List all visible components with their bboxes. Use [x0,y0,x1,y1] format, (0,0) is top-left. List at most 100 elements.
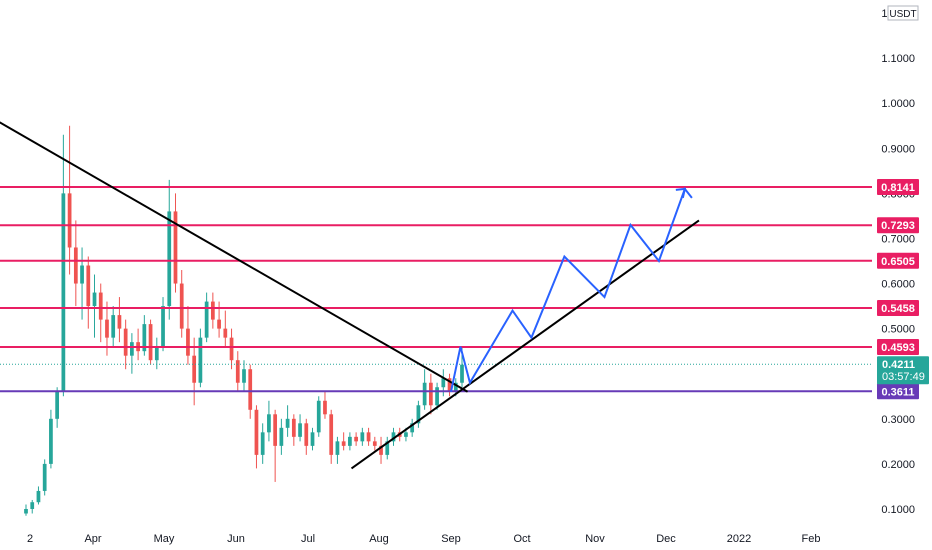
level-badge-label: 0.7293 [881,220,915,232]
candle-body [323,400,327,415]
time-tick-label: Jun [227,533,245,545]
price-tick-label: 0.1000 [881,504,915,516]
candle-body [366,432,371,442]
candle-body [229,337,234,361]
candle-body [298,423,302,437]
candle-body [73,247,78,284]
level-badge-label: 0.6505 [881,256,915,268]
candle-body [428,382,433,406]
price-tick-label: 0.3000 [881,414,915,426]
time-axis[interactable]: 2 Apr May Jun Jul Aug Sep Oct Nov Dec 2022 Feb [27,533,821,545]
candle-body [80,265,84,284]
candle-body [267,414,271,433]
candle-body [55,391,60,419]
candle-body [223,328,228,338]
candle-body [316,400,321,433]
price-badges: 0.8141 0.7293 0.6505 0.5458 0.4593 0.3611 0.42… [877,179,929,400]
unit-box [887,5,919,21]
level-badge [877,383,919,400]
candle-body [130,342,134,356]
candle-body [154,346,159,361]
candle-body [24,508,28,514]
level-badge [877,338,919,355]
candle-body [416,405,421,424]
level-badge [877,252,919,269]
candles-layer [24,125,464,516]
candle-body [335,441,340,455]
candle-body [36,490,41,503]
price-tick-label: 0.6000 [881,279,915,291]
price-axis-background [872,0,932,550]
candle-body [379,445,383,455]
candle-body [192,355,197,383]
candle-body [410,423,415,433]
candle-body [98,292,103,320]
candle-body [254,409,259,455]
price-tick-label: 0.2000 [881,459,915,471]
candle-body [304,423,309,446]
candle-body [435,387,439,406]
candle-body [217,319,221,329]
level-badge [877,217,919,234]
horizontal-levels [0,186,872,393]
candle-body [404,432,408,437]
projection-arrow-head [675,187,687,199]
candle-body [273,414,278,446]
time-tick-label: 2022 [727,533,751,545]
candle-body [360,432,365,442]
drawings-layer [0,121,700,470]
candle-body [161,306,165,347]
candle-body [372,441,377,446]
candle-body [198,337,203,383]
level-badge-label: 0.4593 [881,342,915,354]
candle-body [354,436,358,442]
level-badge-label: 0.5458 [881,303,915,315]
time-tick-label: Oct [513,533,530,545]
candle-body [310,432,315,446]
candle-body [179,283,184,329]
candle-body [204,301,209,338]
downtrend-line [0,121,469,393]
candle-body [210,301,215,320]
current-price-badge [877,356,929,385]
candle-body [111,315,116,338]
time-tick-label: May [154,533,175,545]
candle-body [329,414,334,455]
candle-body [422,382,427,406]
price-tick-label: 1.1000 [881,53,915,65]
time-tick-label: Apr [84,533,101,545]
candle-body [260,432,265,455]
candle-body [453,382,458,392]
unit-label: USDT [889,9,916,20]
candle-body [49,418,53,464]
candle-body [186,328,190,356]
candle-body [167,211,172,307]
candle-body [173,211,178,284]
time-tick-label: Dec [656,533,676,545]
candle-body [235,360,240,383]
candle-body [42,463,47,491]
candle-body [92,292,97,307]
time-tick-label: Jul [301,533,315,545]
candle-body [30,502,35,509]
projection-path [450,186,693,392]
level-badge [877,179,919,196]
candle-body [67,193,72,248]
candle-body [248,369,253,410]
candle-body [460,364,464,383]
candle-body [148,324,153,361]
candle-body [279,427,284,446]
candle-body [291,418,296,437]
level-badge-label: 0.3611 [881,386,914,398]
time-tick-label: Nov [585,533,605,545]
candle-body [86,265,91,307]
candle-body [123,328,128,356]
candle-body [447,378,452,392]
time-tick-label: Feb [802,533,821,545]
candle-body [61,193,66,392]
time-tick-label: Sep [441,533,461,545]
candle-body [341,441,346,446]
candle-body [391,432,396,442]
candle-body [441,378,446,388]
